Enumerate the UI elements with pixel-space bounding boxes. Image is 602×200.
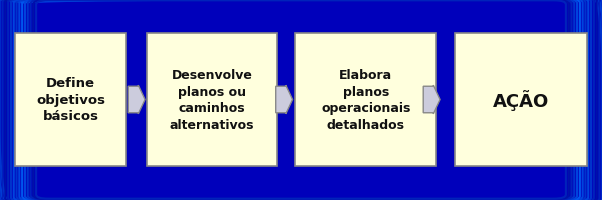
Polygon shape: [423, 86, 440, 114]
FancyBboxPatch shape: [15, 34, 126, 166]
FancyBboxPatch shape: [295, 34, 436, 166]
FancyBboxPatch shape: [147, 34, 277, 166]
Text: Elabora
planos
operacionais
detalhados: Elabora planos operacionais detalhados: [321, 69, 411, 131]
Text: Desenvolve
planos ou
caminhos
alternativos: Desenvolve planos ou caminhos alternativ…: [170, 69, 255, 131]
Polygon shape: [276, 86, 293, 114]
Text: Define
objetivos
básicos: Define objetivos básicos: [36, 77, 105, 123]
Polygon shape: [128, 86, 145, 114]
Text: AÇÃO: AÇÃO: [492, 90, 549, 110]
FancyBboxPatch shape: [455, 34, 587, 166]
